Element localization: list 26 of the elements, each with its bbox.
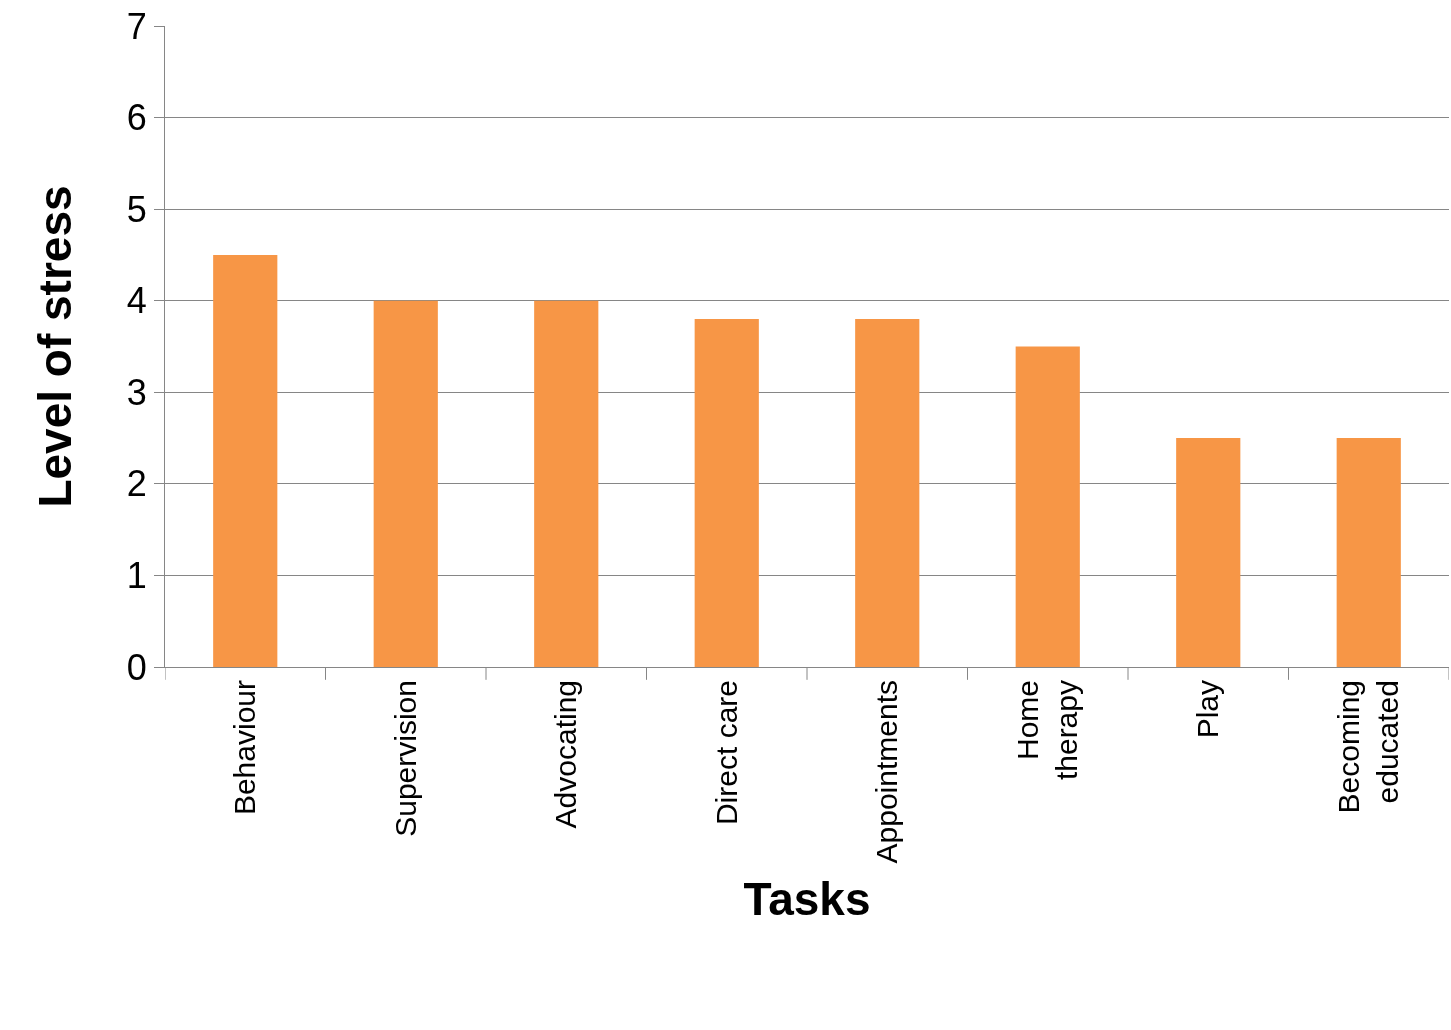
bar [534,300,599,667]
x-tick-label: Becoming educated [1332,680,1404,814]
y-tick-label: 3 [126,371,147,413]
y-tick-label: 0 [126,646,147,688]
y-tick-label: 5 [126,188,147,230]
y-tick-label: 4 [126,280,147,322]
bar [694,319,759,667]
x-tick-label: Behaviour [228,680,261,816]
x-tick-label: Appointments [870,680,903,864]
bar [1336,438,1401,667]
y-tick-label: 7 [126,5,147,47]
y-tick-label: 6 [126,97,147,139]
x-tick-label: Supervision [388,680,422,837]
bar [1015,346,1080,667]
bar [213,254,278,667]
x-tick-label: Direct care [709,680,743,826]
y-tick-label: 2 [126,463,147,505]
x-axis-title: Tasks [743,873,871,926]
bar [373,300,438,667]
y-tick-label: 1 [126,555,147,597]
x-tick-label: Advocating [549,680,582,829]
x-tick-label: Home therapy [1011,680,1083,781]
x-tick-label: Play [1191,680,1224,739]
y-axis-title: Level of stress [29,185,82,508]
bar [855,319,920,667]
bar [1176,438,1241,667]
